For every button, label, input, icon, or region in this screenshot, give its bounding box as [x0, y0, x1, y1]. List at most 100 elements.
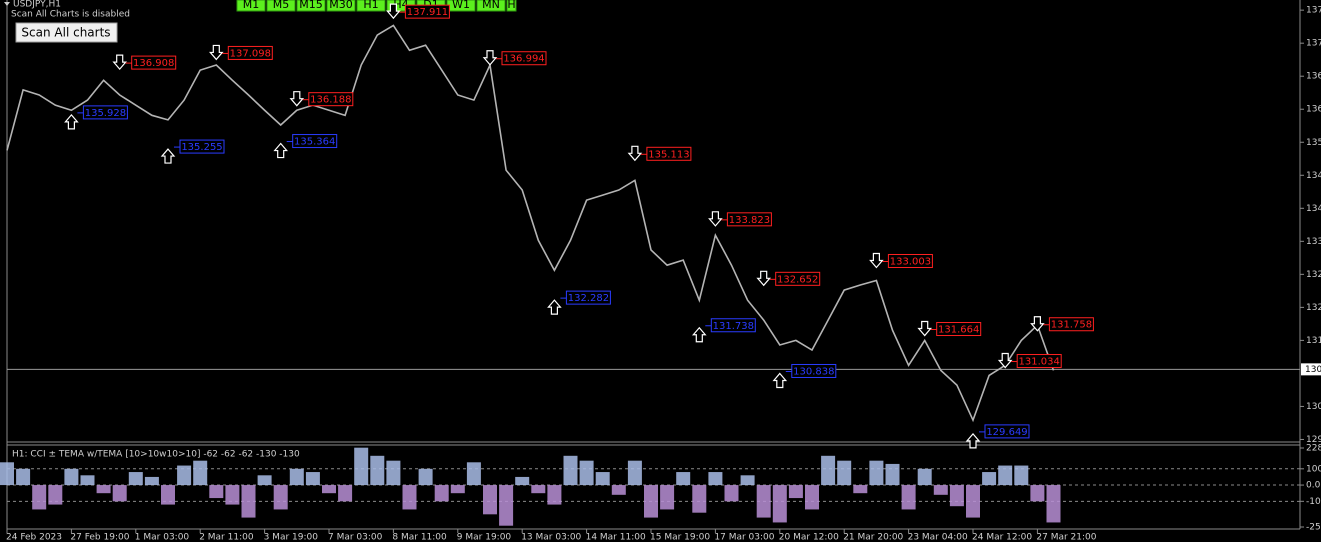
cci-bar	[193, 460, 208, 486]
cci-bar	[80, 475, 95, 486]
cci-bar	[386, 460, 401, 486]
timeframe-button[interactable]: H1	[356, 0, 386, 12]
timeframe-button[interactable]: H	[506, 0, 517, 12]
timeframe-label: H1	[363, 0, 378, 11]
cci-bar	[724, 485, 739, 502]
timeframe-label: MN	[482, 0, 500, 11]
timeframe-label: M15	[299, 0, 323, 11]
cci-bar	[837, 460, 852, 486]
cci-bar	[772, 485, 787, 523]
low-label-box	[710, 318, 756, 333]
y-tick-label: 132	[1306, 303, 1321, 313]
cci-bar	[273, 485, 288, 510]
low-label: 135.364	[294, 137, 335, 148]
indicator-title: H1: CCI ± TEMA w/TEMA [10>10w10>10] -62 …	[12, 450, 300, 460]
down-arrow	[386, 3, 401, 20]
high-label: 137.098	[230, 48, 271, 59]
current-price-box	[1301, 363, 1321, 376]
x-tick-label: 13 Mar 03:00	[521, 533, 581, 542]
cci-bar	[901, 485, 916, 510]
up-arrow	[160, 148, 176, 164]
high-label-box	[726, 212, 772, 227]
timeframe-label: H4	[393, 0, 408, 11]
cci-bar	[611, 485, 626, 495]
cci-bar	[322, 485, 336, 494]
x-tick-label: 15 Mar 19:00	[650, 533, 710, 542]
high-label-box	[1016, 354, 1062, 369]
cci-bar	[0, 462, 14, 486]
cci-bar	[853, 485, 868, 494]
y-tick-label: 136	[1306, 72, 1321, 82]
x-tick-label: 27 Feb 19:00	[70, 533, 129, 542]
high-label-box	[775, 271, 821, 286]
high-label: 131.664	[938, 325, 979, 336]
high-label: 135.113	[648, 149, 689, 160]
high-label-box	[646, 146, 692, 161]
cci-bar	[112, 485, 127, 502]
cci-bar	[982, 472, 997, 486]
up-arrow	[772, 372, 788, 389]
current-price-label: 130	[1305, 365, 1321, 375]
high-label: 133.823	[729, 215, 770, 226]
down-arrow	[708, 211, 723, 227]
low-label-box	[292, 134, 338, 149]
cci-bar	[885, 463, 900, 486]
low-label: 132.282	[568, 293, 609, 304]
down-arrow	[627, 145, 643, 162]
cci-bar	[16, 468, 31, 486]
high-label-box	[887, 253, 933, 268]
cci-bar	[692, 485, 707, 513]
price-line	[6, 24, 1055, 423]
timeframe-button[interactable]: W1	[446, 0, 476, 12]
y-tick-label: 129	[1306, 435, 1321, 445]
y-tick-label: 134	[1306, 204, 1321, 214]
y-tick-label: 137	[1306, 39, 1321, 49]
timeframe-button[interactable]: M15	[296, 0, 326, 12]
low-label-box	[179, 139, 225, 154]
high-label: 131.034	[1019, 357, 1060, 368]
cci-bar	[1014, 465, 1029, 486]
cci-bar	[64, 468, 79, 486]
cci-bar	[547, 485, 562, 505]
timeframe-button[interactable]: M1	[236, 0, 266, 12]
high-label: 136.188	[310, 95, 351, 106]
cci-bar	[418, 468, 433, 486]
y-tick-label: 136	[1306, 105, 1321, 115]
cci-bar	[338, 485, 353, 502]
cci-bar	[241, 485, 256, 518]
cci-bar	[402, 485, 417, 510]
cci-bar	[579, 460, 594, 486]
symbol-label: USDJPY,H1	[13, 0, 61, 10]
timeframe-button[interactable]: MN	[476, 0, 506, 12]
cci-bar	[676, 472, 691, 486]
cci-bar	[805, 485, 819, 510]
down-arrow	[917, 320, 933, 337]
cci-bar	[644, 485, 658, 518]
up-arrow	[547, 299, 562, 315]
cci-bar	[660, 485, 675, 510]
timeframe-bg	[506, 0, 517, 12]
cci-bar	[966, 485, 980, 518]
timeframe-button[interactable]: M30	[326, 0, 356, 12]
timeframe-label: M30	[329, 0, 353, 11]
timeframe-button[interactable]: M5	[266, 0, 296, 12]
cci-bar	[128, 472, 143, 486]
high-label-box	[501, 51, 547, 66]
cci-bar	[708, 472, 723, 486]
y-tick-label: 133	[1306, 237, 1321, 247]
cci-bar	[917, 468, 932, 486]
timeframe-bg	[326, 0, 356, 12]
down-arrow	[289, 91, 305, 107]
timeframe-label: M1	[243, 0, 260, 11]
y-tick-label: 100	[1306, 464, 1321, 474]
button-label: Scan All charts	[21, 26, 110, 40]
x-tick-label: 3 Mar 19:00	[264, 533, 319, 542]
low-label-box	[565, 290, 611, 305]
up-arrow	[273, 142, 289, 159]
cci-bar	[740, 475, 755, 486]
low-label-box	[82, 105, 128, 120]
scan-button[interactable]: Scan All charts	[15, 22, 118, 43]
x-tick-label: 24 Mar 12:00	[972, 533, 1032, 542]
high-label-box	[308, 92, 354, 107]
